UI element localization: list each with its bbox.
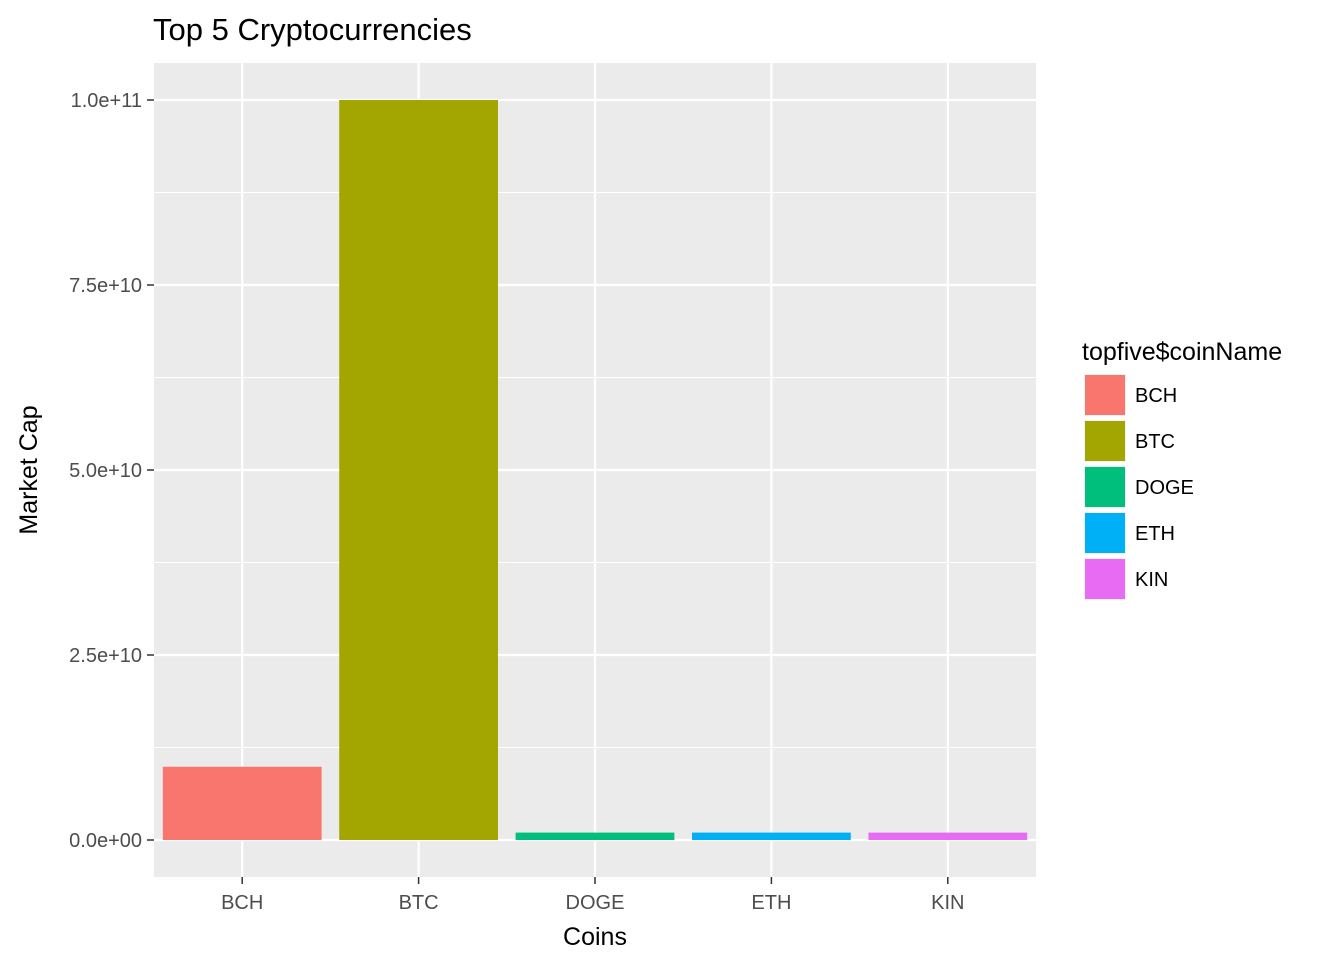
y-tick-label: 5.0e+10 [69,460,142,482]
x-tick-label: DOGE [566,892,625,914]
bars [162,100,1028,840]
legend: BCH BTC DOGE ETH KIN [1084,374,1194,600]
x-tick-label: BCH [221,892,263,914]
bar-eth [692,832,851,840]
y-axis-ticks: 0.0e+00 2.5e+10 5.0e+10 7.5e+10 1.0e+11 [69,90,154,852]
y-tick-label: 7.5e+10 [69,275,142,297]
x-tick-label: BTC [399,892,439,914]
legend-swatch-bch [1085,375,1125,415]
legend-swatch-doge [1085,467,1125,507]
legend-label: BCH [1135,385,1177,407]
x-axis-ticks: BCH BTC DOGE ETH KIN [221,877,964,914]
legend-title: topfive$coinName [1082,338,1282,366]
x-tick-label: KIN [931,892,964,914]
chart-title: Top 5 Cryptocurrencies [153,12,472,47]
x-tick-label: ETH [751,892,791,914]
bar-bch [162,766,322,840]
y-tick-label: 0.0e+00 [69,830,142,852]
legend-label: BTC [1135,431,1175,453]
bar-kin [868,832,1028,840]
legend-swatch-kin [1085,559,1125,599]
legend-swatch-eth [1085,513,1125,553]
bar-doge [515,832,675,840]
legend-swatch-btc [1085,421,1125,461]
legend-label: DOGE [1135,477,1194,499]
x-axis-title: Coins [563,923,627,951]
y-tick-label: 1.0e+11 [71,90,142,112]
y-tick-label: 2.5e+10 [69,645,142,667]
legend-label: ETH [1135,523,1175,545]
legend-label: KIN [1135,569,1168,591]
bar-btc [339,100,498,840]
y-axis-title: Market Cap [15,405,43,534]
